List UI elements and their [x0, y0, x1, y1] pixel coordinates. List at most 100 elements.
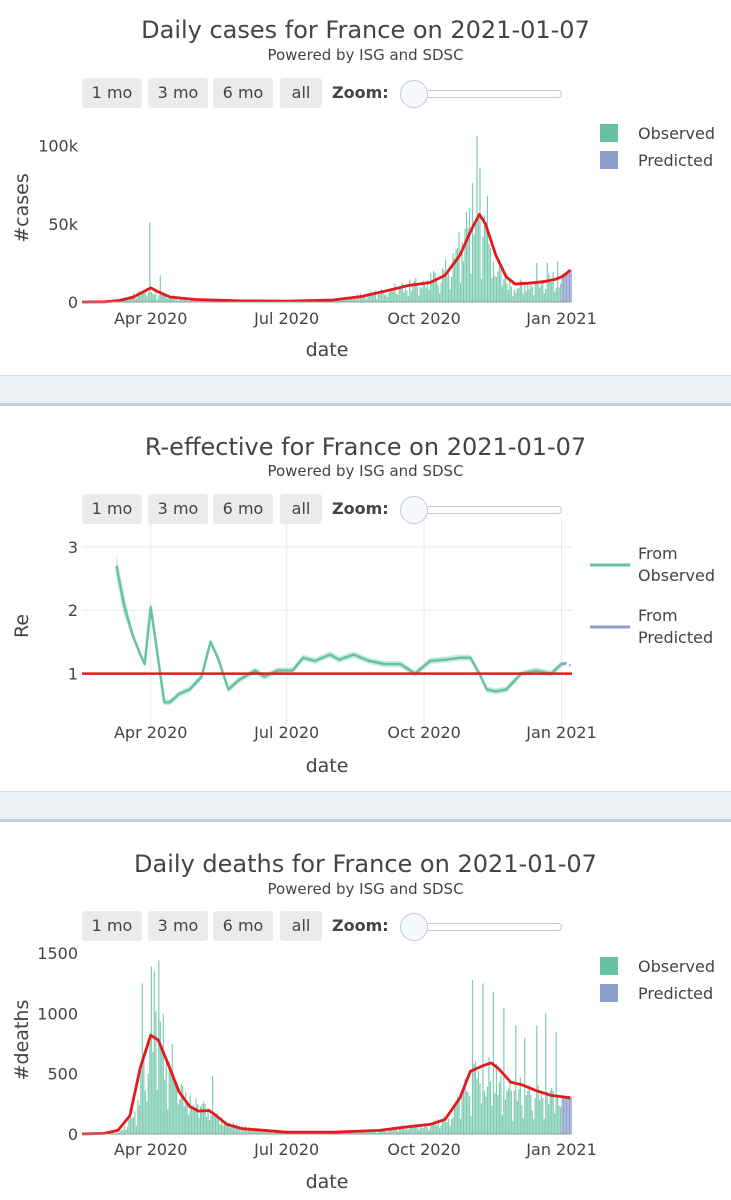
- daily-bar: [371, 1131, 374, 1134]
- daily-bar: [155, 1011, 157, 1134]
- daily-bar: [159, 275, 161, 302]
- daily-bar: [165, 293, 167, 302]
- daily-bar: [410, 291, 412, 302]
- range-6mo-button[interactable]: 6 mo: [213, 494, 273, 524]
- daily-bar: [561, 1096, 563, 1134]
- daily-bar: [350, 298, 353, 302]
- daily-bar: [176, 1084, 178, 1134]
- zoom-slider-knob[interactable]: [400, 496, 428, 524]
- daily-bar: [431, 282, 433, 302]
- daily-bar: [368, 1131, 371, 1134]
- zoom-slider-knob[interactable]: [400, 80, 428, 108]
- daily-bar: [518, 288, 520, 302]
- daily-bar: [506, 283, 508, 302]
- daily-bar: [509, 278, 511, 302]
- daily-bar: [388, 292, 390, 302]
- daily-bar: [418, 1129, 420, 1134]
- panel-separator: [0, 375, 731, 406]
- daily-bar: [279, 1132, 281, 1134]
- daily-bar: [401, 283, 403, 302]
- daily-bar: [416, 1125, 418, 1134]
- daily-bar: [380, 1129, 382, 1134]
- daily-bar: [138, 291, 140, 302]
- daily-bar: [223, 1122, 226, 1134]
- range-3mo-button[interactable]: 3 mo: [148, 78, 208, 108]
- range-6mo-button[interactable]: 6 mo: [213, 78, 273, 108]
- daily-bar: [473, 235, 475, 302]
- daily-bar: [234, 1127, 236, 1134]
- daily-bar: [510, 1090, 512, 1134]
- daily-bar: [552, 1091, 554, 1134]
- daily-bar: [428, 1130, 430, 1134]
- daily-bar: [394, 1127, 396, 1134]
- range-1mo-button[interactable]: 1 mo: [82, 494, 142, 524]
- daily-bar: [185, 297, 187, 302]
- daily-bar: [394, 283, 396, 302]
- daily-bar: [174, 1080, 176, 1134]
- range-1mo-button[interactable]: 1 mo: [82, 78, 142, 108]
- daily-bar: [400, 1127, 402, 1134]
- zoom-label: Zoom:: [332, 83, 389, 102]
- re-chart-title: R-effective for France on 2021-01-07: [144, 433, 587, 461]
- daily-bar: [501, 1114, 503, 1134]
- daily-bar: [407, 295, 409, 302]
- daily-bar: [406, 290, 408, 302]
- deaths-chart-title: Daily deaths for France on 2021-01-07: [134, 850, 597, 878]
- daily-bar: [480, 1103, 483, 1134]
- daily-bar: [214, 1114, 217, 1134]
- daily-bar: [521, 281, 523, 302]
- daily-bar: [445, 1122, 447, 1134]
- cases-chart-title: Daily cases for France on 2021-01-07: [141, 16, 590, 44]
- zoom-slider-knob[interactable]: [400, 913, 428, 941]
- daily-bar: [147, 1073, 149, 1134]
- daily-bar: [255, 1130, 257, 1134]
- range-3mo-button[interactable]: 3 mo: [148, 911, 208, 941]
- range-1mo-button[interactable]: 1 mo: [82, 911, 142, 941]
- daily-bar: [220, 1117, 223, 1134]
- range-all-button[interactable]: all: [280, 78, 322, 108]
- daily-bar: [240, 1130, 242, 1134]
- daily-bar: [189, 299, 191, 302]
- daily-bar: [558, 287, 560, 302]
- daily-bar: [569, 1097, 571, 1134]
- daily-bar: [158, 295, 160, 302]
- legend-swatch: [600, 151, 618, 169]
- daily-bar: [518, 1089, 520, 1134]
- daily-bar: [540, 1090, 542, 1134]
- daily-bar: [427, 280, 429, 302]
- y-axis-title: #deaths: [11, 1000, 33, 1081]
- daily-bar: [450, 1119, 453, 1134]
- daily-bar: [161, 1049, 163, 1134]
- daily-bar: [382, 1131, 384, 1134]
- daily-bar: [537, 1085, 539, 1134]
- range-all-button[interactable]: all: [280, 911, 322, 941]
- daily-bar: [465, 1090, 468, 1134]
- daily-bar: [539, 287, 541, 302]
- daily-bar: [563, 1096, 565, 1134]
- range-3mo-button[interactable]: 3 mo: [148, 494, 208, 524]
- daily-bar: [125, 1129, 127, 1134]
- daily-bar: [446, 1122, 448, 1134]
- daily-bar: [125, 300, 127, 302]
- daily-bar: [470, 1115, 472, 1134]
- daily-bar: [371, 293, 374, 302]
- daily-bar: [135, 298, 137, 302]
- daily-bar: [401, 1125, 403, 1134]
- range-6mo-button[interactable]: 6 mo: [213, 911, 273, 941]
- daily-bar: [356, 1131, 359, 1134]
- daily-bar: [192, 1104, 194, 1134]
- daily-bar: [524, 284, 526, 302]
- zoom-label: Zoom:: [332, 499, 389, 518]
- daily-bar: [543, 1118, 545, 1134]
- daily-bar: [549, 1090, 551, 1134]
- daily-bar: [355, 298, 357, 302]
- daily-bar: [449, 1125, 451, 1134]
- daily-bar: [167, 298, 169, 302]
- range-all-button[interactable]: all: [280, 494, 322, 524]
- daily-bar: [268, 1130, 270, 1134]
- daily-bar: [250, 1131, 253, 1134]
- daily-bar: [176, 298, 178, 302]
- daily-bar: [419, 287, 421, 302]
- daily-bar: [533, 295, 535, 302]
- x-tick-label: Jan 2021: [525, 309, 596, 328]
